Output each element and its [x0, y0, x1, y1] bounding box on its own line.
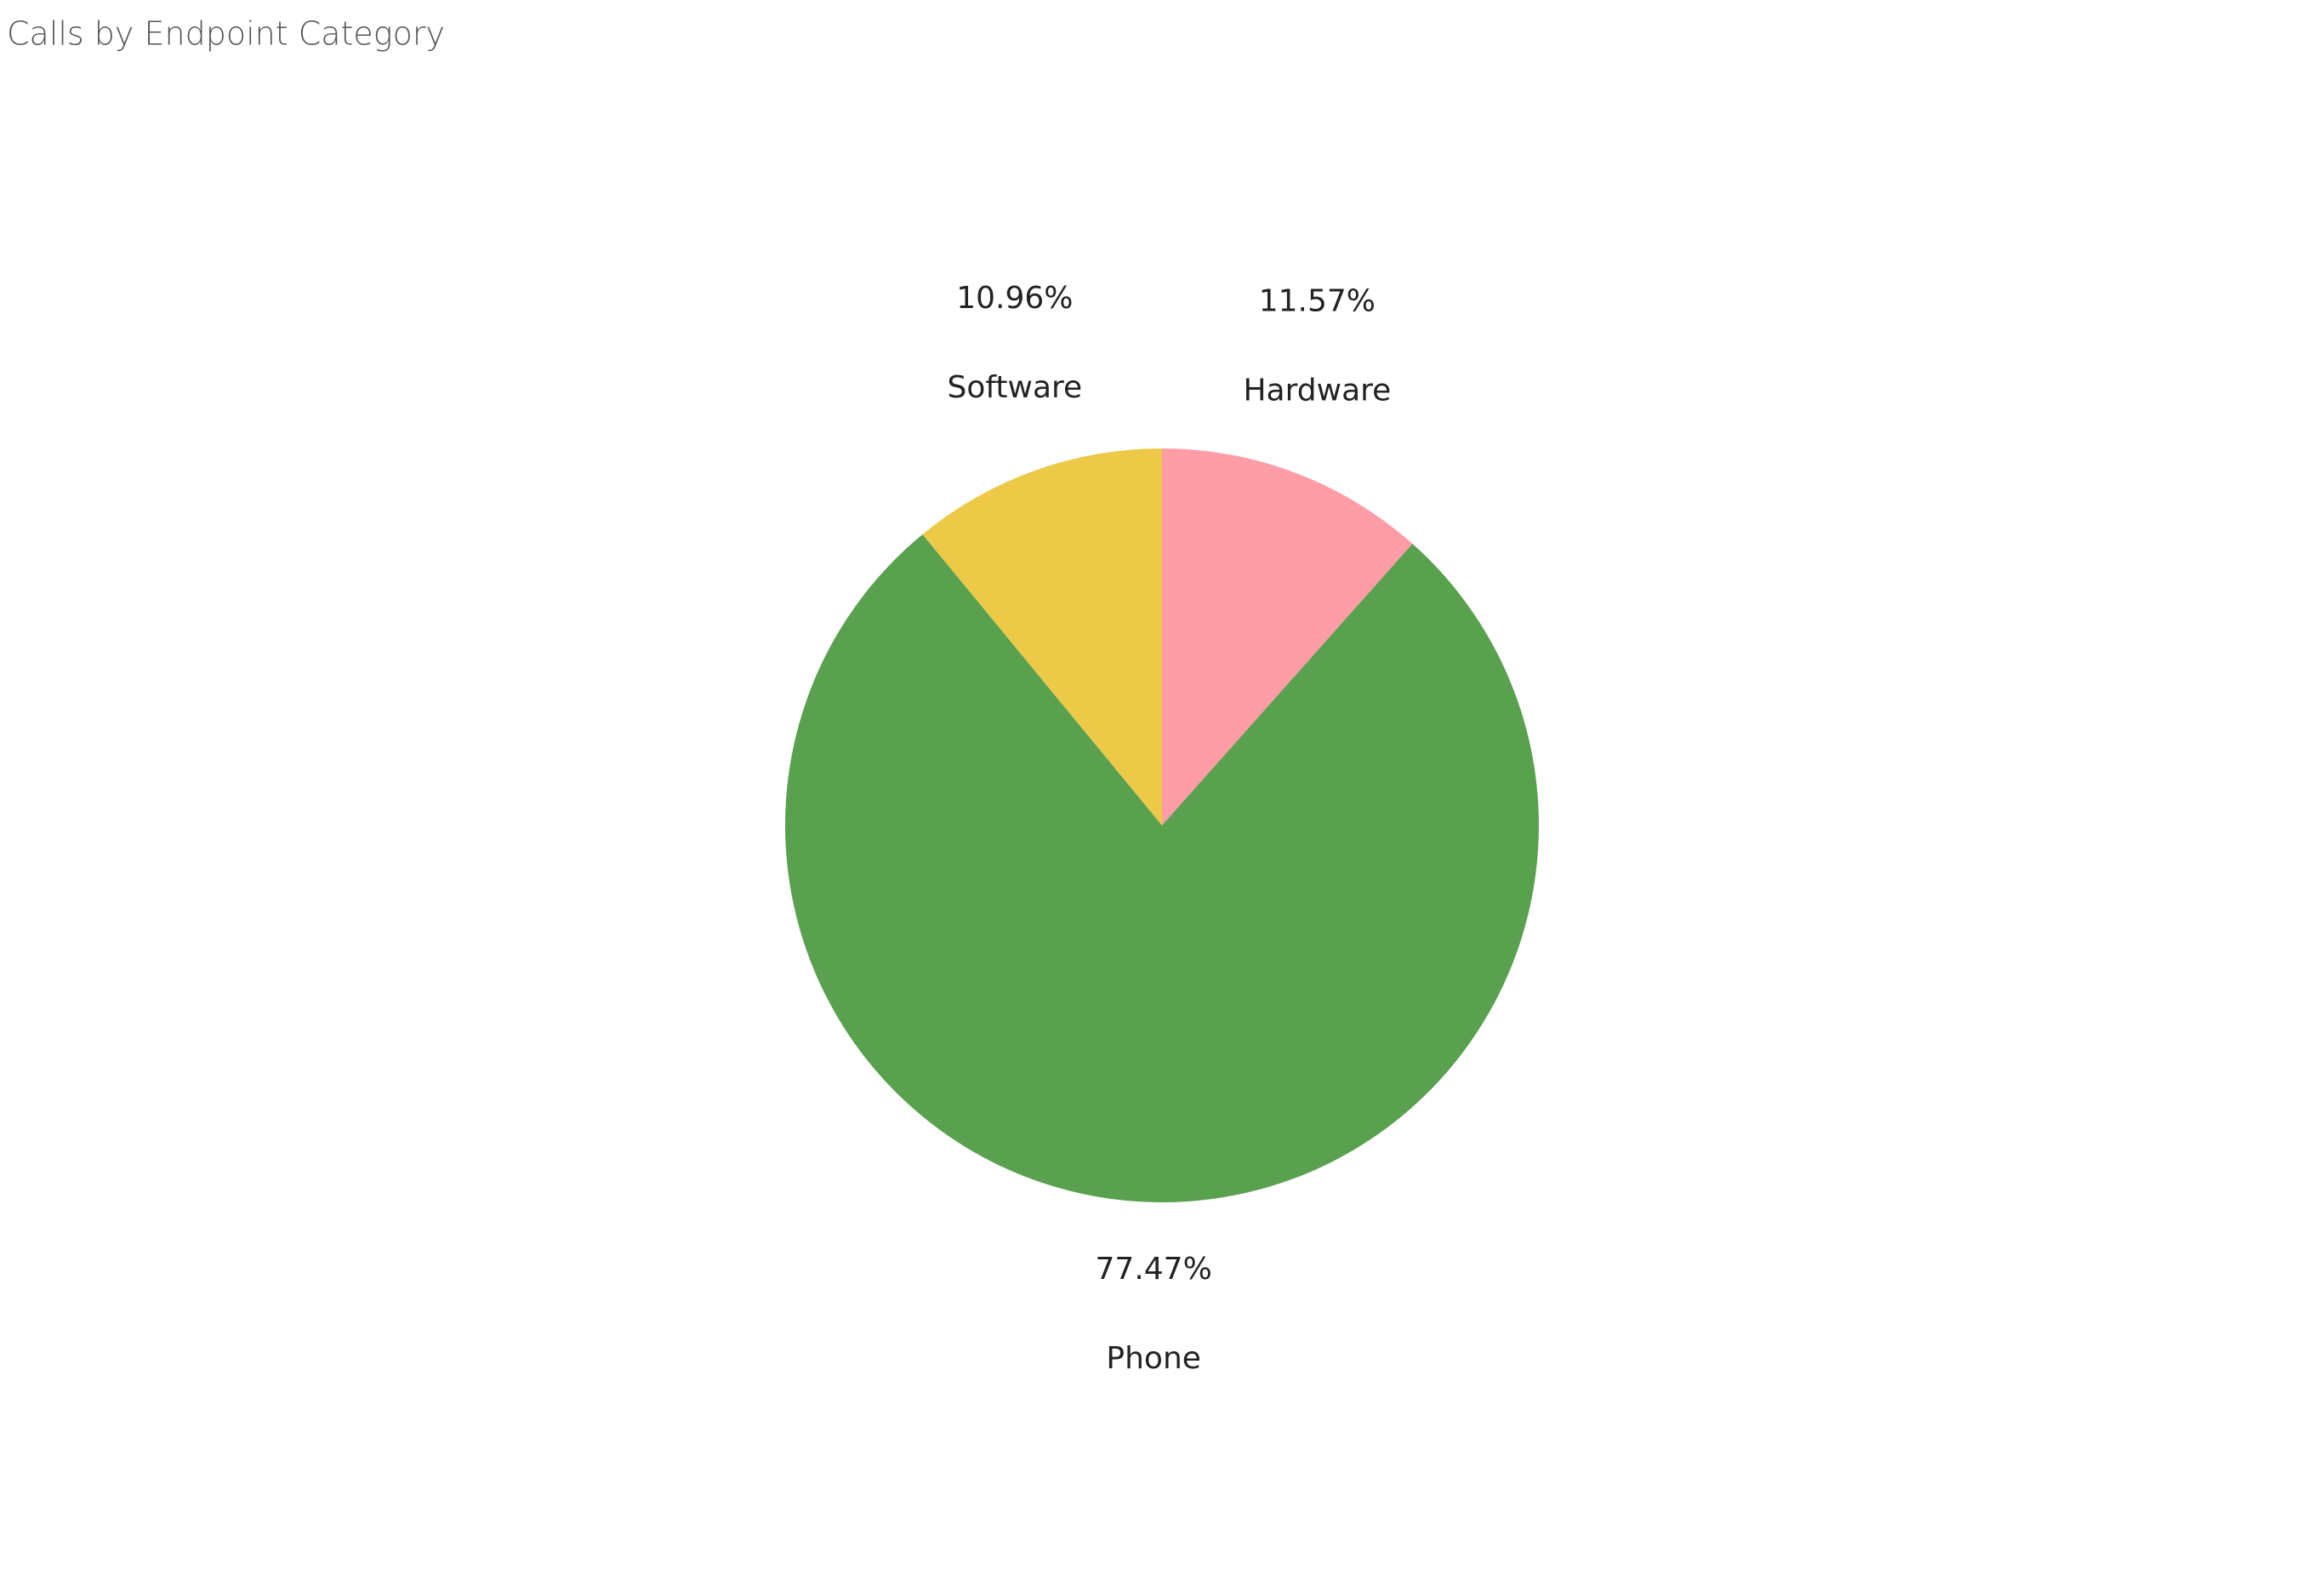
category-label: Software	[947, 370, 1082, 405]
value-label: 11.57%	[1259, 284, 1376, 319]
pie-slice	[785, 534, 1539, 1202]
chart-title: Calls by Endpoint Category	[7, 15, 445, 53]
value-label: 10.96%	[956, 281, 1073, 316]
pie-slice	[922, 448, 1162, 825]
pie-slice	[1162, 448, 1413, 825]
category-label: Phone	[1106, 1341, 1201, 1376]
value-label: 77.47%	[1096, 1252, 1212, 1287]
category-label: Hardware	[1243, 374, 1391, 408]
